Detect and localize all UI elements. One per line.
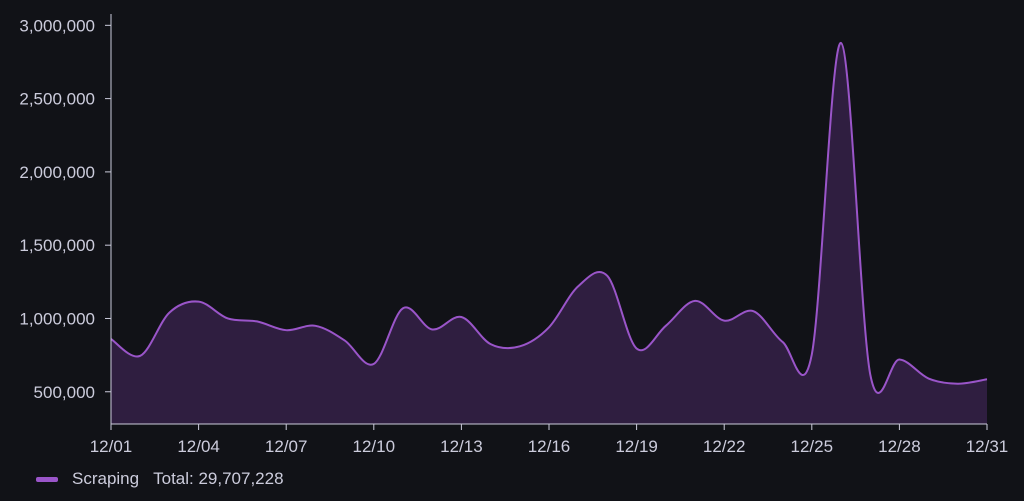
x-tick-label: 12/04 <box>177 437 220 456</box>
legend[interactable]: Scraping Total: 29,707,228 <box>36 469 284 489</box>
legend-total: Total: 29,707,228 <box>153 469 284 488</box>
y-tick-label: 2,000,000 <box>19 163 95 182</box>
y-tick-label: 1,000,000 <box>19 309 95 328</box>
y-tick-label: 1,500,000 <box>19 236 95 255</box>
series-line <box>110 41 988 394</box>
series-area-layer <box>110 41 988 424</box>
x-tick-label: 12/28 <box>878 437 921 456</box>
legend-swatch <box>36 476 58 482</box>
series-area-fill <box>111 42 987 424</box>
chart-plot: 500,000 1,000,000 1,500,000 2,000,000 2,500,… <box>19 14 1008 456</box>
x-tick-label: 12/22 <box>703 437 746 456</box>
axes <box>105 14 988 430</box>
x-tick-label: 12/19 <box>615 437 658 456</box>
x-tick-label: 12/16 <box>528 437 571 456</box>
y-tick-label: 2,500,000 <box>19 90 95 109</box>
x-tick-label: 12/13 <box>440 437 483 456</box>
x-tick-label: 12/25 <box>791 437 834 456</box>
y-tick-label: 500,000 <box>34 383 95 402</box>
x-tick-label: 12/10 <box>353 437 396 456</box>
tick-labels: 500,000 1,000,000 1,500,000 2,000,000 2,500,… <box>19 16 1008 456</box>
x-tick-label: 12/01 <box>90 437 133 456</box>
y-tick-label: 3,000,000 <box>19 16 95 35</box>
x-tick-label: 12/07 <box>265 437 308 456</box>
x-tick-label: 12/31 <box>966 437 1009 456</box>
legend-series-name[interactable]: Scraping <box>72 469 140 488</box>
